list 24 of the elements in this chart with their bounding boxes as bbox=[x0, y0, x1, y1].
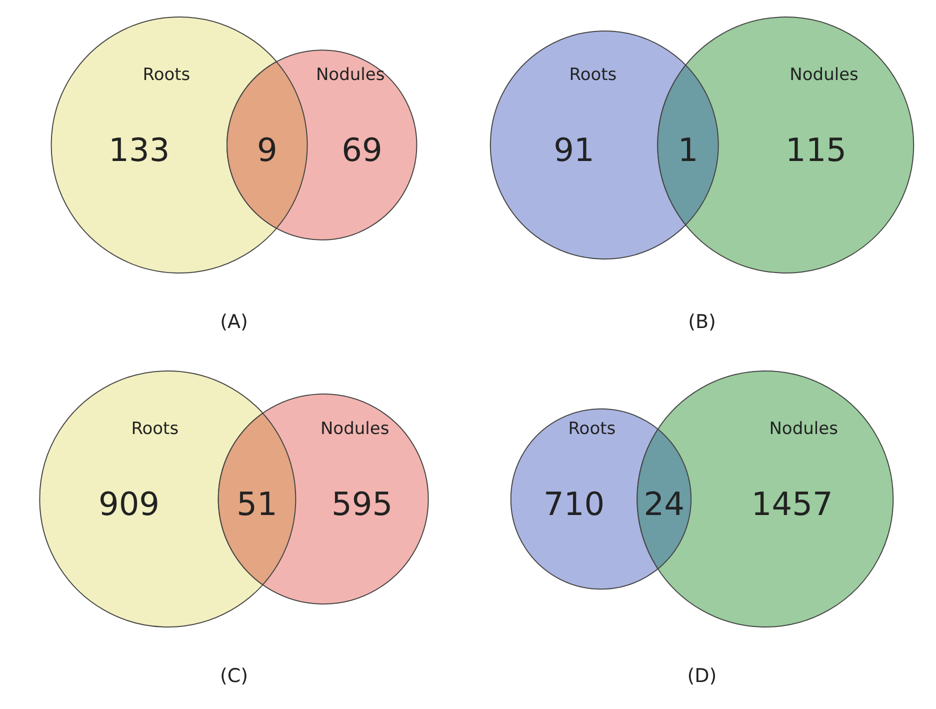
category-label: Nodules bbox=[790, 65, 859, 85]
data-label: 69 bbox=[342, 131, 382, 169]
data-label: 710 bbox=[543, 485, 605, 523]
data-label: 909 bbox=[98, 485, 160, 523]
category-label: Roots bbox=[142, 65, 190, 85]
data-label: 91 bbox=[554, 131, 594, 169]
data-label: 133 bbox=[108, 131, 170, 169]
text: (B) bbox=[688, 311, 716, 333]
category-label: Nodules bbox=[320, 419, 390, 439]
category-label: Nodules bbox=[316, 65, 385, 85]
data-label: 115 bbox=[785, 131, 847, 169]
text: (C) bbox=[220, 665, 248, 687]
data-label: 9 bbox=[256, 131, 278, 169]
data-label: 1 bbox=[678, 131, 698, 169]
category-label: Roots bbox=[569, 65, 617, 85]
text: (A) bbox=[220, 311, 248, 333]
data-label: 51 bbox=[236, 485, 278, 523]
category-label: Roots bbox=[131, 419, 179, 439]
category-label: Nodules bbox=[769, 419, 838, 439]
data-label: 1457 bbox=[751, 485, 833, 523]
category-label: Roots bbox=[568, 419, 616, 439]
data-label: 24 bbox=[644, 485, 684, 523]
data-label: 595 bbox=[331, 485, 393, 523]
text: (D) bbox=[687, 665, 717, 687]
